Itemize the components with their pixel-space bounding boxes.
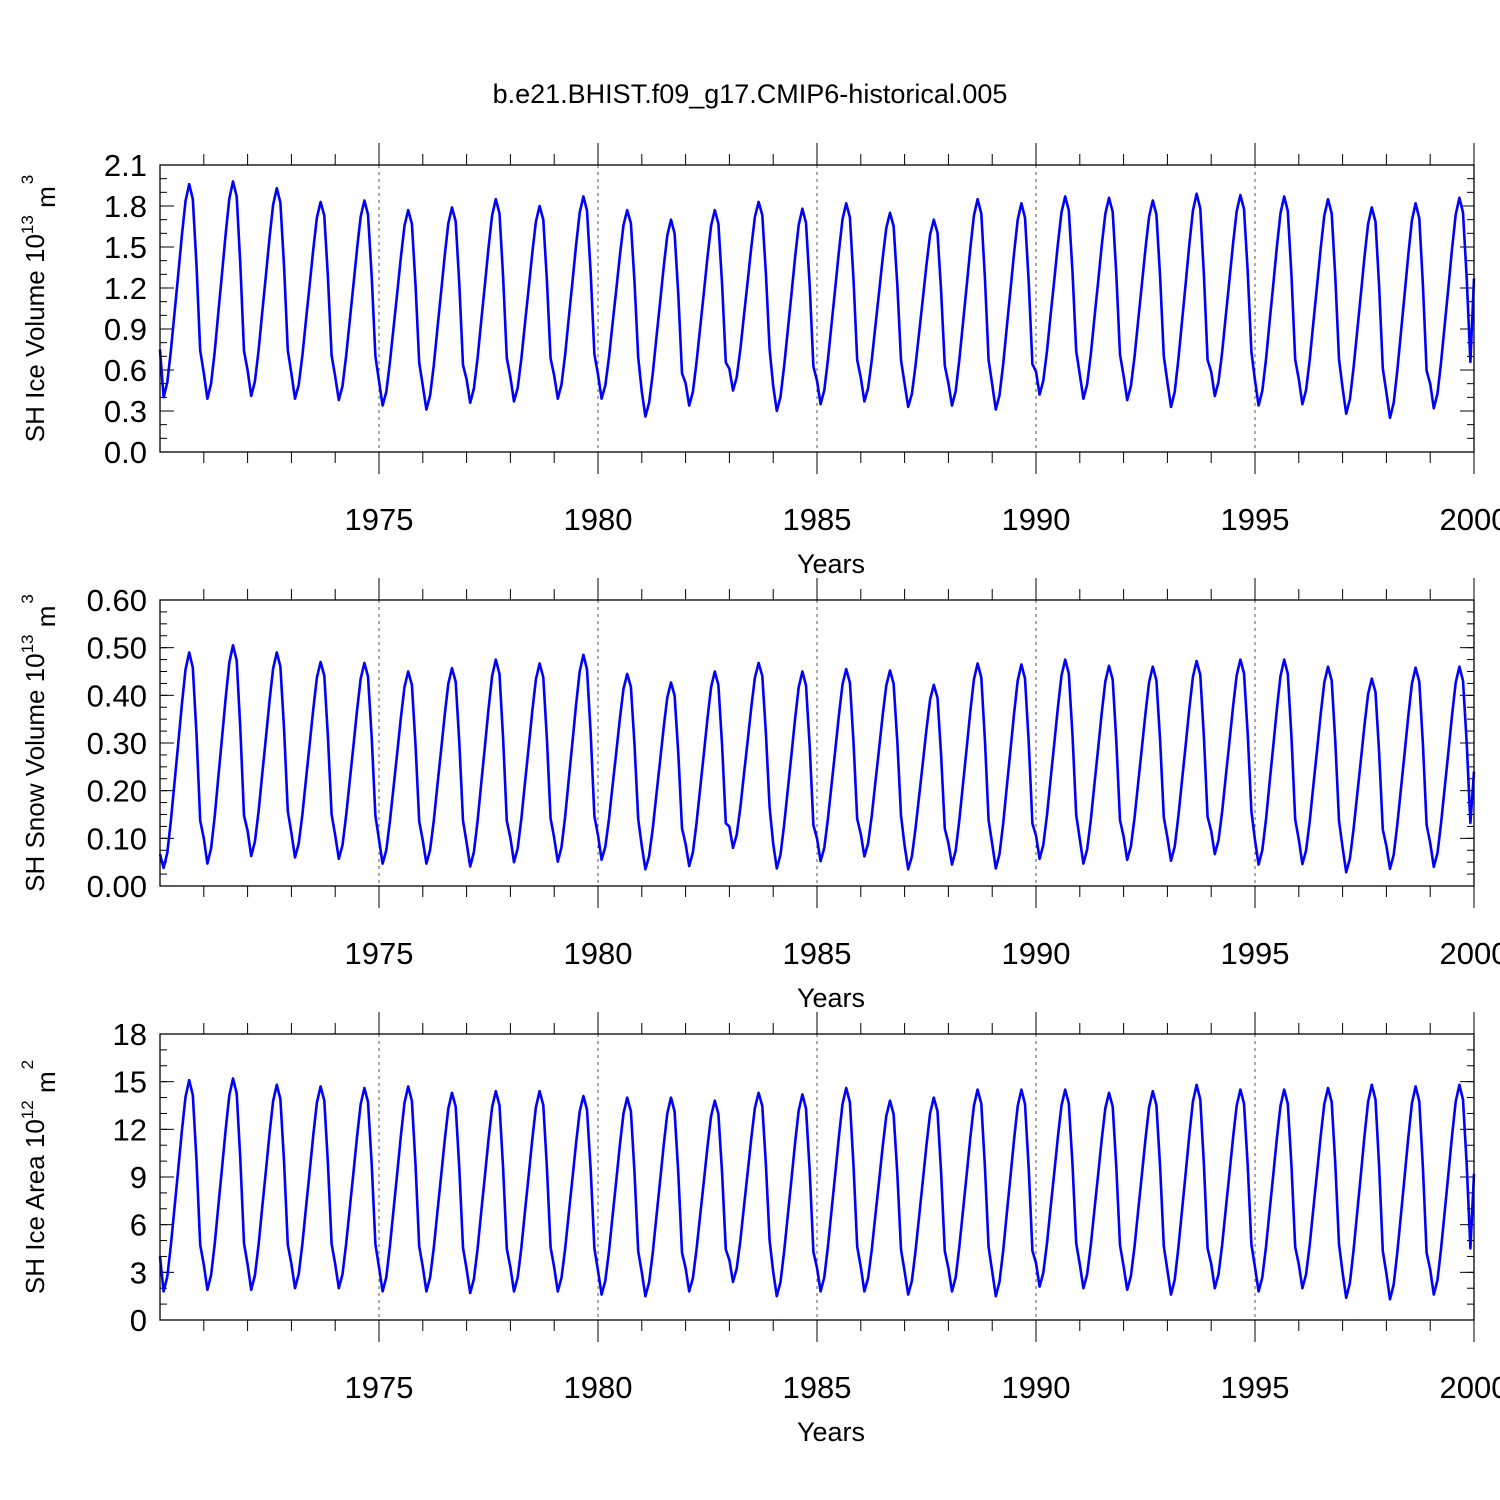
ice-area-x-axis-label: Years xyxy=(797,1417,865,1447)
ice-volume-xtick-label: 1990 xyxy=(1002,502,1071,537)
snow-volume-y-axis-label-part: 13 xyxy=(18,634,37,653)
ice-volume-xtick-label: 1985 xyxy=(783,502,852,537)
ice-area-y-axis-label-part: m xyxy=(31,1071,61,1100)
ice-area-y-axis-label: SH Ice Area 1012 m 2 xyxy=(18,1060,61,1294)
ice-volume-xtick-label: 1980 xyxy=(564,502,633,537)
snow-volume-ytick-label: 0.30 xyxy=(87,726,147,761)
ice-area-xtick-label: 1980 xyxy=(564,1370,633,1405)
ice-volume-y-axis-label: SH Ice Volume 1013 m 3 xyxy=(18,175,61,442)
ice-area-ytick-label: 12 xyxy=(113,1112,147,1147)
snow-volume-ytick-label: 0.40 xyxy=(87,678,147,713)
ice-volume-ytick-label: 0.9 xyxy=(104,312,147,347)
ice-area-xtick-label: 1995 xyxy=(1221,1370,1290,1405)
ice-area-panel: 0 3 6 9 12 15 18 1975 1980 1985 1990 1995 2000 Years S… xyxy=(18,1012,1500,1447)
ice-area-plot-frame xyxy=(159,1033,1475,1321)
snow-volume-xtick-label: 1975 xyxy=(345,936,414,971)
ice-area-xtick-label: 2000 xyxy=(1440,1370,1500,1405)
ice-volume-panel: 0.0 0.3 0.6 0.9 1.2 1.5 1.8 2.1 1975 1980 1985 1990… xyxy=(18,143,1500,579)
ice-area-series-line xyxy=(158,1077,1476,1301)
ice-volume-xtick-label: 1995 xyxy=(1221,502,1290,537)
ice-area-ytick-label: 0 xyxy=(130,1303,147,1338)
ice-area-ytick-label: 3 xyxy=(130,1255,147,1290)
ice-volume-xtick-label: 1975 xyxy=(345,502,414,537)
ice-volume-ytick-label: 2.1 xyxy=(104,148,147,183)
snow-volume-xtick-label: 1980 xyxy=(564,936,633,971)
ice-volume-y-axis-label-part: m xyxy=(31,186,61,215)
snow-volume-plot-frame xyxy=(159,599,1475,887)
ice-area-ytick-label: 6 xyxy=(130,1208,147,1243)
snow-volume-y-axis-label-part: 3 xyxy=(18,594,37,603)
snow-volume-xtick-label: 2000 xyxy=(1440,936,1500,971)
ice-area-xtick-label: 1990 xyxy=(1002,1370,1071,1405)
ice-volume-y-axis-label-part: 13 xyxy=(18,215,37,234)
ice-volume-plot-frame xyxy=(159,164,1475,453)
snow-volume-xtick-label: 1990 xyxy=(1002,936,1071,971)
ice-volume-ytick-label: 1.8 xyxy=(104,189,147,224)
ice-volume-ytick-label: 0.0 xyxy=(104,435,147,470)
figure-title: b.e21.BHIST.f09_g17.CMIP6-historical.005 xyxy=(493,79,1008,109)
ice-area-y-axis-label-part: 2 xyxy=(18,1060,37,1069)
ice-volume-series-line xyxy=(158,180,1476,420)
snow-volume-series-line xyxy=(158,643,1476,874)
snow-volume-ytick-label: 0.20 xyxy=(87,774,147,809)
snow-volume-ytick-label: 0.60 xyxy=(87,583,147,618)
ice-volume-x-axis-label: Years xyxy=(797,549,865,579)
ice-volume-ytick-label: 0.3 xyxy=(104,394,147,429)
snow-volume-panel: 0.00 0.10 0.20 0.30 0.40 0.50 0.60 1975 1980 1985… xyxy=(18,578,1500,1013)
snow-volume-y-axis-label-part: m xyxy=(31,606,61,635)
ice-area-xtick-label: 1985 xyxy=(783,1370,852,1405)
ice-volume-y-axis-label-part: SH Ice Volume 10 xyxy=(20,234,50,442)
ice-area-ytick-label: 9 xyxy=(130,1160,147,1195)
ice-area-ytick-label: 15 xyxy=(113,1065,147,1100)
ice-area-y-axis-label-part: SH Ice Area 10 xyxy=(20,1119,50,1294)
snow-volume-ytick-label: 0.50 xyxy=(87,631,147,666)
ice-area-ytick-label: 18 xyxy=(113,1017,147,1052)
ice-area-y-axis-label-part: 12 xyxy=(18,1100,37,1119)
ice-area-xtick-label: 1975 xyxy=(345,1370,414,1405)
snow-volume-ytick-label: 0.10 xyxy=(87,821,147,856)
ice-volume-y-axis-label-part: 3 xyxy=(18,175,37,184)
snow-volume-xtick-label: 1985 xyxy=(783,936,852,971)
ice-volume-ytick-label: 1.5 xyxy=(104,230,147,265)
ice-volume-ytick-label: 0.6 xyxy=(104,353,147,388)
snow-volume-xtick-label: 1995 xyxy=(1221,936,1290,971)
ice-volume-xtick-label: 2000 xyxy=(1440,502,1500,537)
snow-volume-ytick-label: 0.00 xyxy=(87,869,147,904)
snow-volume-x-axis-label: Years xyxy=(797,983,865,1013)
snow-volume-y-axis-label-part: SH Snow Volume 10 xyxy=(20,653,50,891)
ice-volume-ytick-label: 1.2 xyxy=(104,271,147,306)
snow-volume-y-axis-label: SH Snow Volume 1013 m 3 xyxy=(18,594,61,892)
